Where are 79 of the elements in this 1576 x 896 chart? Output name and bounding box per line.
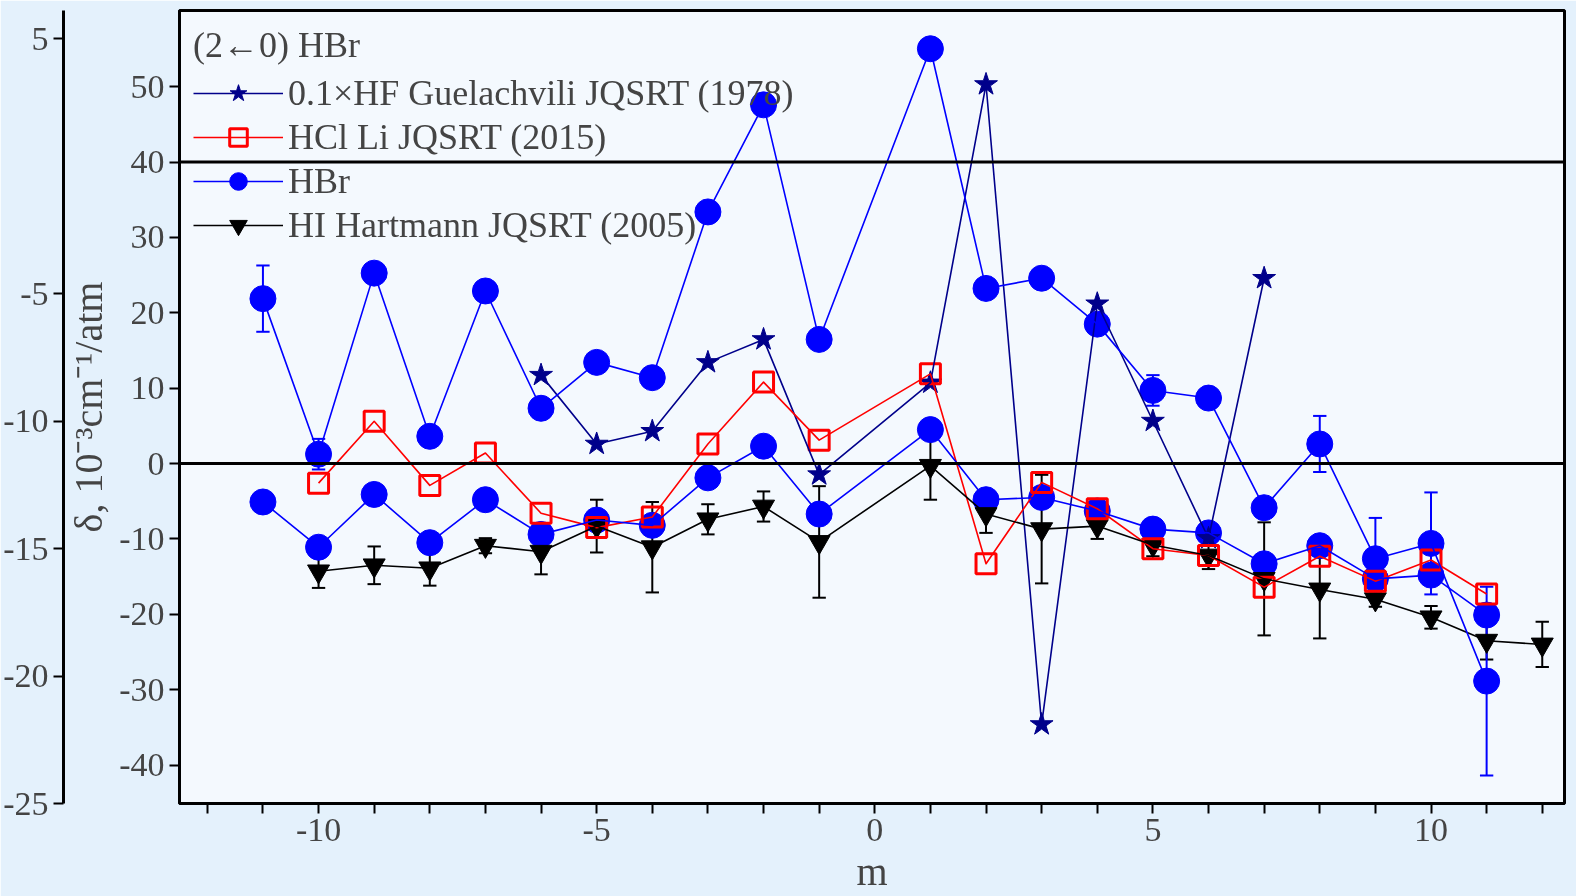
y-tick-label: 40 (130, 143, 165, 181)
point (583, 348, 611, 376)
y-tick-label: 20 (130, 293, 165, 331)
y-tick-label: 50 (130, 67, 165, 105)
point (360, 480, 388, 508)
point (972, 274, 1000, 302)
y2-tick-label: -25 (3, 784, 49, 822)
legend-label: HBr (288, 160, 350, 203)
x-tick-label: 0 (866, 810, 884, 848)
legend-label: 0.1×HF Guelachvili JQSRT (1978) (288, 72, 794, 115)
y2-tick-label: -10 (3, 402, 49, 440)
point (529, 362, 553, 386)
point (1030, 470, 1054, 494)
x-tick-label: 10 (1414, 810, 1449, 848)
x-tick-label: 5 (1144, 810, 1162, 848)
point (694, 464, 722, 492)
point (584, 431, 609, 455)
legend-label: HCl Li JQSRT (2015) (288, 116, 607, 159)
y-tick-label: 30 (130, 218, 165, 256)
point (1419, 548, 1443, 572)
point (694, 198, 722, 226)
point (360, 259, 388, 287)
point (471, 486, 499, 514)
point (640, 418, 665, 442)
y2-tick-label: -20 (3, 657, 49, 695)
point (1028, 264, 1056, 292)
point (974, 71, 998, 95)
point (471, 277, 499, 305)
y-tick-label: 0 (147, 444, 165, 482)
y2-tick-label: 5 (31, 19, 49, 57)
point (249, 488, 277, 516)
point (1250, 494, 1278, 522)
point (1475, 582, 1499, 606)
point (362, 409, 386, 433)
point (249, 285, 277, 313)
point (750, 432, 778, 460)
point (918, 362, 942, 386)
point (1029, 711, 1054, 735)
point (1473, 601, 1501, 629)
y-tick-label: -10 (119, 519, 165, 557)
point (1195, 384, 1223, 412)
point (807, 428, 831, 452)
point (696, 432, 720, 456)
y-tick-label: -40 (119, 746, 165, 784)
point (416, 529, 444, 557)
x-tick-label: -5 (582, 810, 611, 848)
point (307, 471, 331, 495)
point (640, 505, 664, 529)
point (752, 370, 776, 394)
y-tick-label: -30 (119, 670, 165, 708)
x-tick-label: -10 (295, 810, 342, 848)
y2-tick-label: -5 (20, 274, 49, 312)
point (1306, 430, 1334, 458)
point (527, 394, 555, 422)
legend-title: (2←0) HBr (193, 24, 361, 66)
point (916, 35, 944, 63)
point (1252, 265, 1277, 289)
point (974, 552, 998, 576)
point (1140, 408, 1165, 432)
point (1139, 376, 1167, 404)
point (1252, 575, 1276, 599)
point (416, 422, 444, 450)
point (305, 533, 333, 561)
y2-tick-label: -15 (3, 529, 49, 567)
point (418, 473, 442, 497)
legend-label: HI Hartmann JQSRT (2005) (288, 204, 697, 247)
point (638, 364, 666, 392)
point (1473, 667, 1501, 695)
x-axis-title: m (856, 848, 888, 894)
point (805, 500, 833, 528)
y-tick-label: -20 (119, 595, 165, 633)
point (807, 462, 832, 485)
point (916, 416, 944, 444)
point (1085, 291, 1110, 314)
point (529, 501, 553, 525)
y-tick-label: 10 (130, 369, 165, 407)
point (751, 326, 776, 350)
point (805, 325, 833, 353)
y-axis-title: δ, 10⁻³cm⁻¹/atm (66, 281, 112, 533)
